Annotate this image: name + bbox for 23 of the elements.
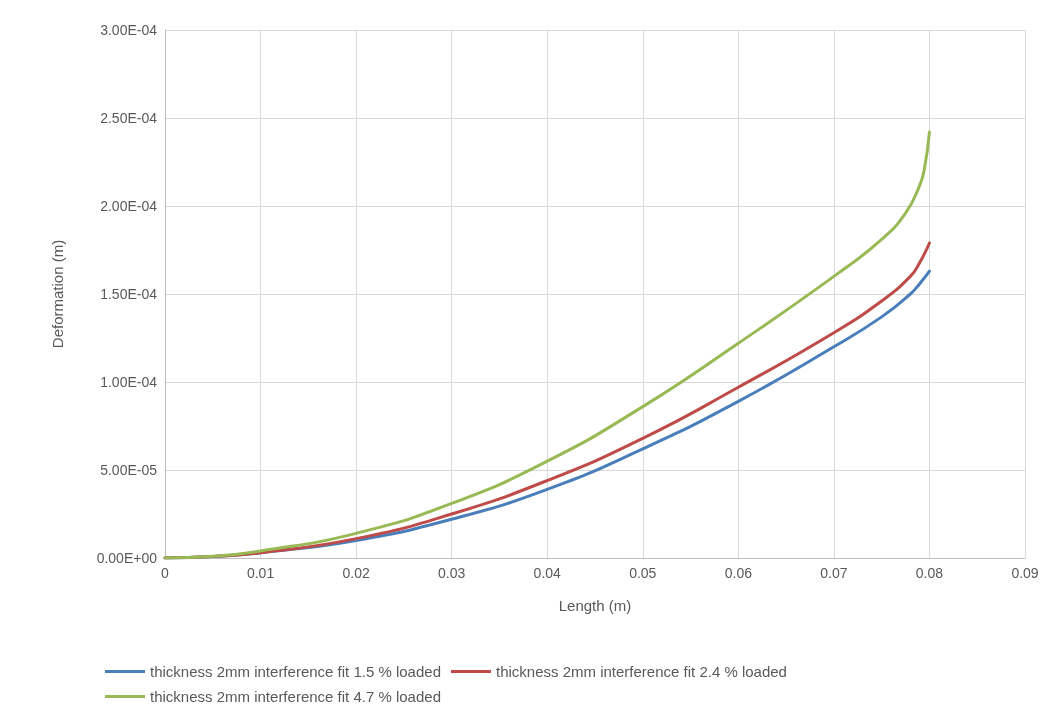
x-tick-label: 0 (161, 565, 170, 581)
y-tick-label: 3.00E-04 (100, 22, 158, 38)
x-tick-label: 0.08 (915, 565, 944, 581)
y-tick-label: 1.50E-04 (100, 286, 158, 302)
y-tick-label: 0.00E+00 (96, 550, 158, 566)
x-tick-label: 0.04 (533, 565, 562, 581)
x-tick-label: 0.01 (246, 565, 275, 581)
legend-label: thickness 2mm interference fit 1.5 % loaded (150, 663, 441, 680)
line-series (163, 130, 931, 560)
x-tick-label: 0.09 (1011, 565, 1039, 581)
y-tick-label: 2.50E-04 (100, 110, 158, 126)
y-tick-label: 1.00E-04 (100, 374, 158, 390)
x-tick-label: 0.06 (724, 565, 753, 581)
x-tick-label: 0.03 (438, 565, 466, 581)
x-tick-label: 0.07 (820, 565, 848, 581)
y-tick-label: 5.00E-05 (100, 462, 158, 478)
y-axis-title: Deformation (m) (49, 239, 66, 349)
legend-label: thickness 2mm interference fit 2.4 % loaded (495, 663, 787, 680)
x-tick-label: 0.05 (629, 565, 657, 581)
y-tick-label: 2.00E-04 (100, 198, 158, 214)
x-axis-title: Length (m) (558, 597, 632, 614)
legend-label: thickness 2mm interference fit 4.7 % loaded (150, 688, 441, 705)
x-tick-label: 0.02 (342, 565, 370, 581)
